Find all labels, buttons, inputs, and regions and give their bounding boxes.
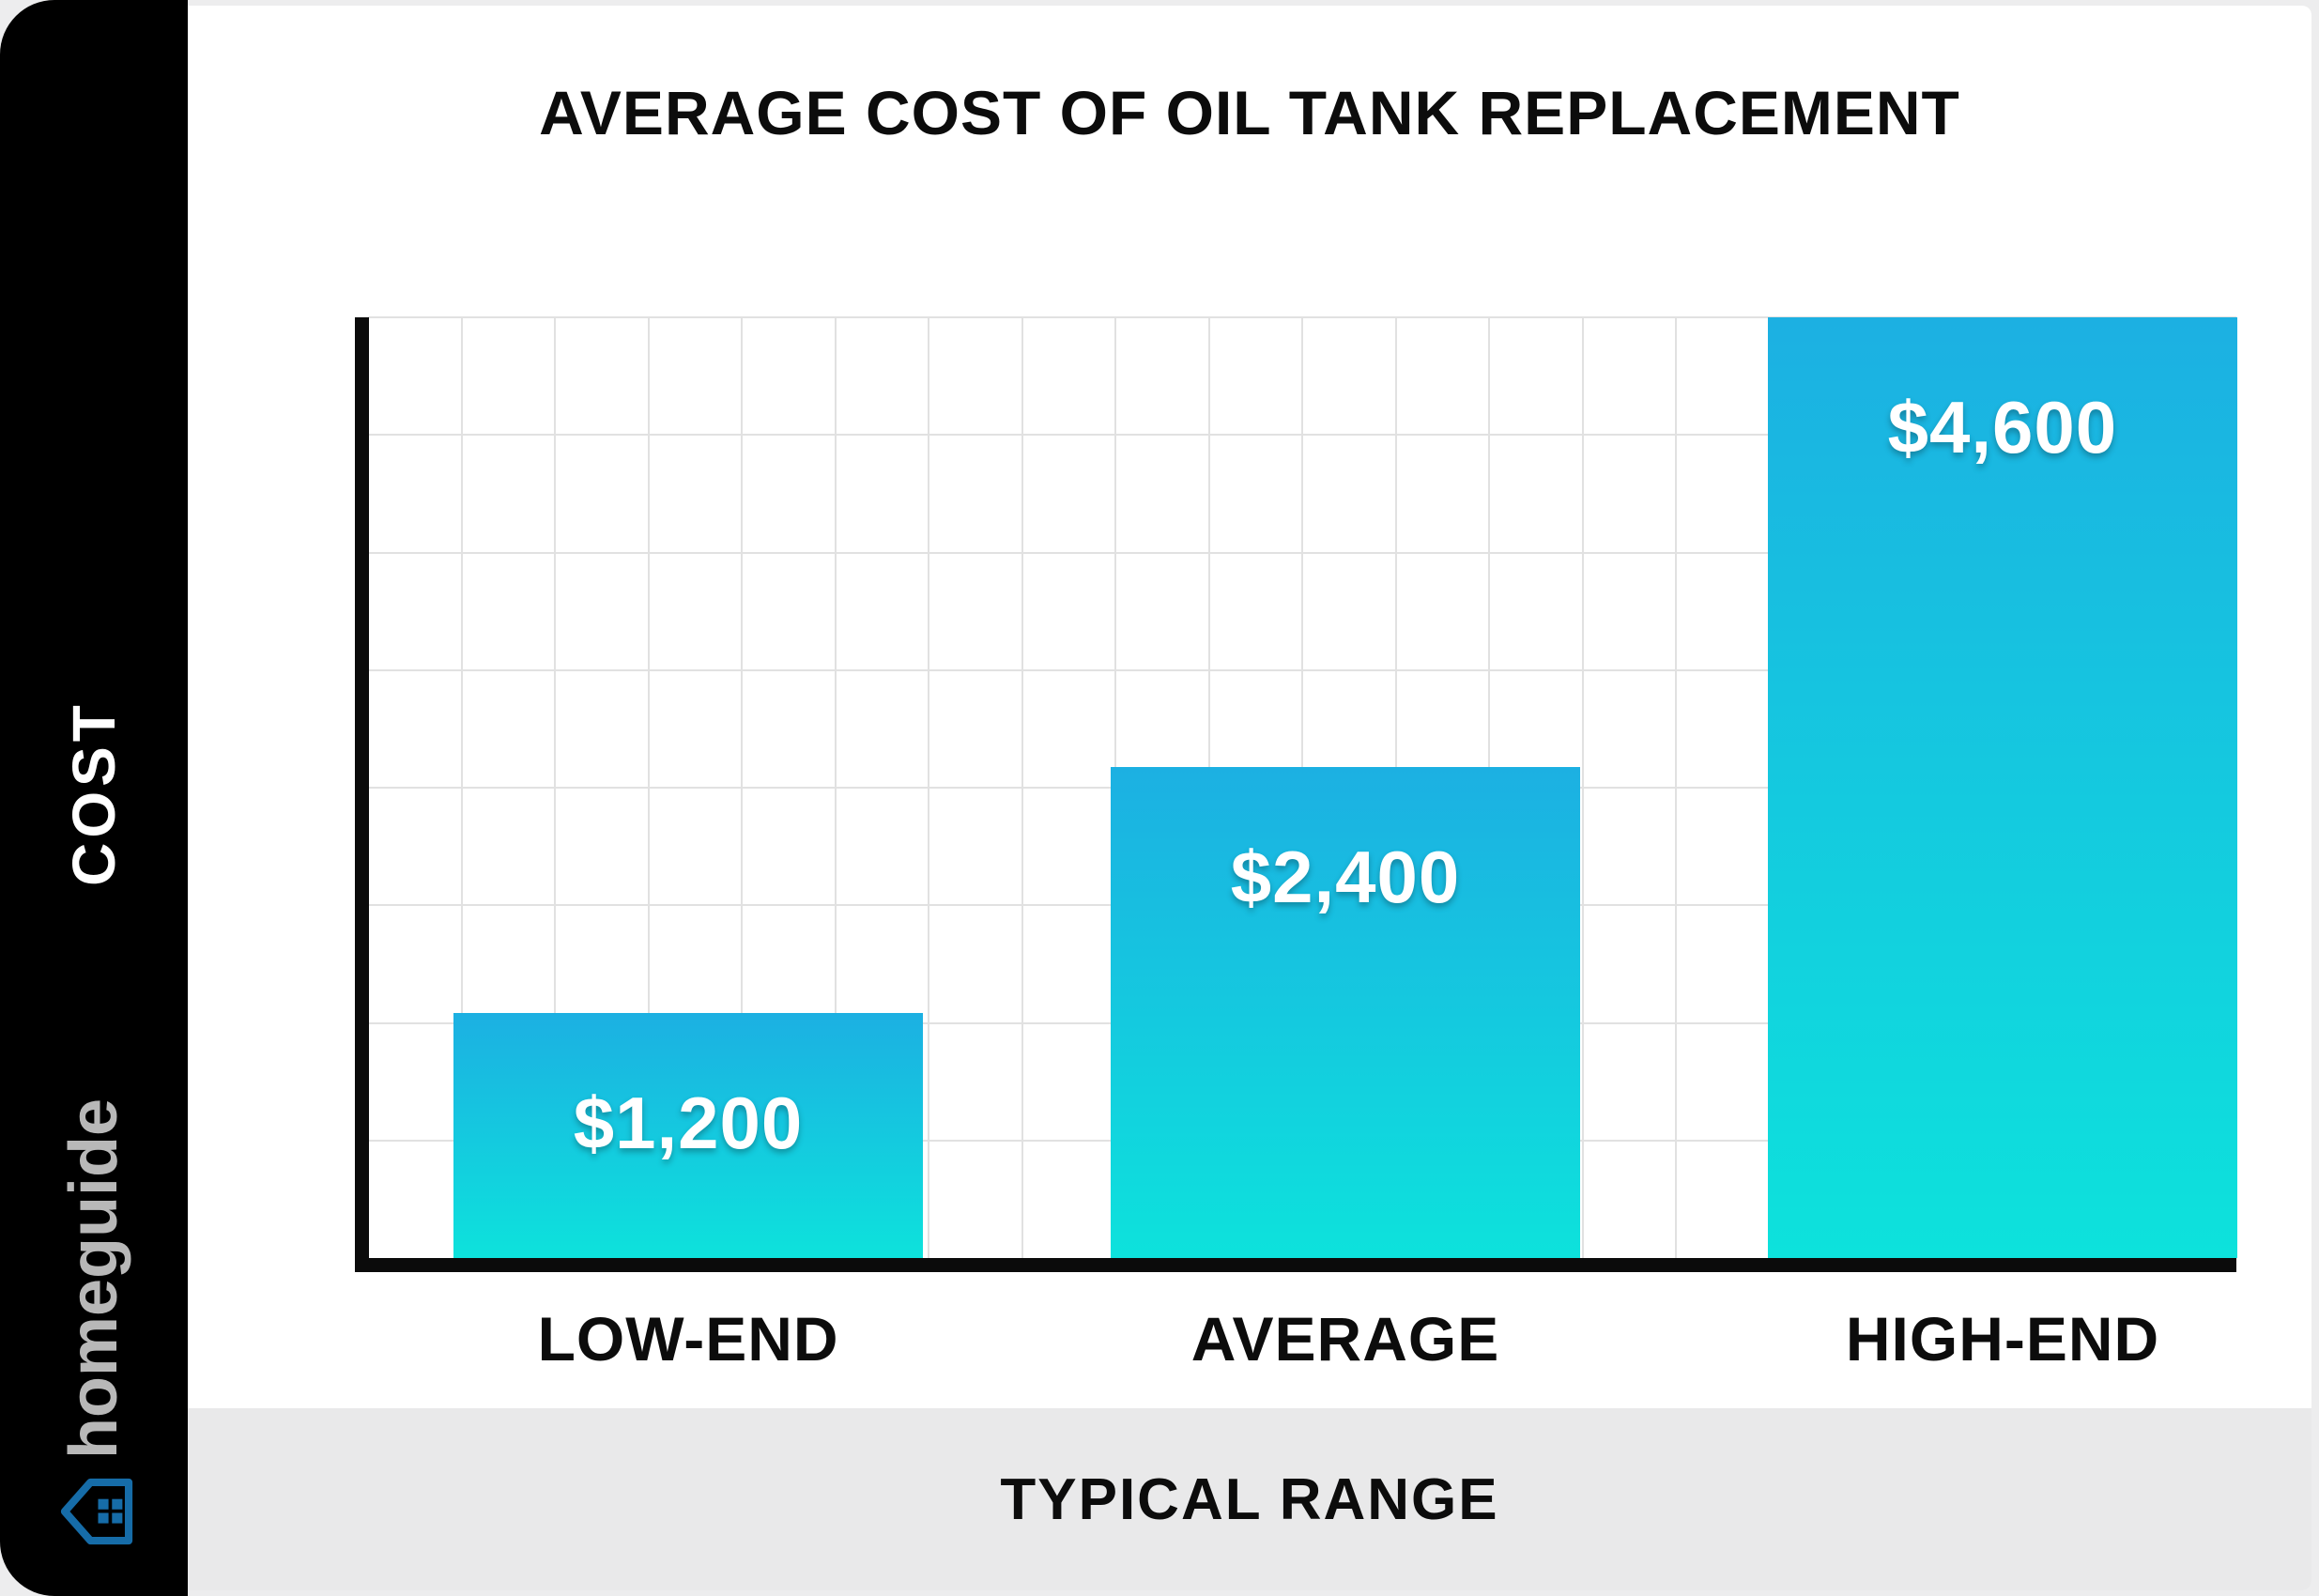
chart-title: AVERAGE COST OF OIL TANK REPLACEMENT [539, 78, 1960, 147]
bar-low-end: $1,200 [453, 1012, 923, 1258]
y-axis-title: COST [60, 700, 128, 886]
plot-area: $1,200 $2,400 $4,600 [368, 316, 2237, 1258]
bar-average: $2,400 [1111, 767, 1581, 1258]
bar-high-end: $4,600 [1767, 317, 2237, 1258]
x-axis-line [355, 1258, 2236, 1272]
bar-value-label: $1,200 [573, 1081, 804, 1164]
bar-value-label: $2,400 [1230, 836, 1461, 919]
sidebar: COST homeguide [0, 0, 188, 1596]
brand-wordmark: homeguide [56, 1097, 131, 1460]
chart-card: AVERAGE COST OF OIL TANK REPLACEMENT $1,… [188, 6, 2311, 1590]
category-label-high-end: HIGH-END [1845, 1304, 2160, 1373]
category-label-average: AVERAGE [1190, 1304, 1500, 1373]
category-axis: LOW-END AVERAGE HIGH-END [368, 1303, 2236, 1378]
y-axis-line [355, 317, 369, 1272]
x-axis-title-band: TYPICAL RANGE [188, 1408, 2311, 1590]
house-icon [60, 1478, 133, 1545]
bars-layer: $1,200 $2,400 $4,600 [368, 317, 2237, 1258]
category-label-low-end: LOW-END [537, 1304, 839, 1373]
homeguide-logo [59, 1474, 133, 1549]
bar-value-label: $4,600 [1887, 386, 2118, 468]
x-axis-title: TYPICAL RANGE [1000, 1466, 1499, 1532]
